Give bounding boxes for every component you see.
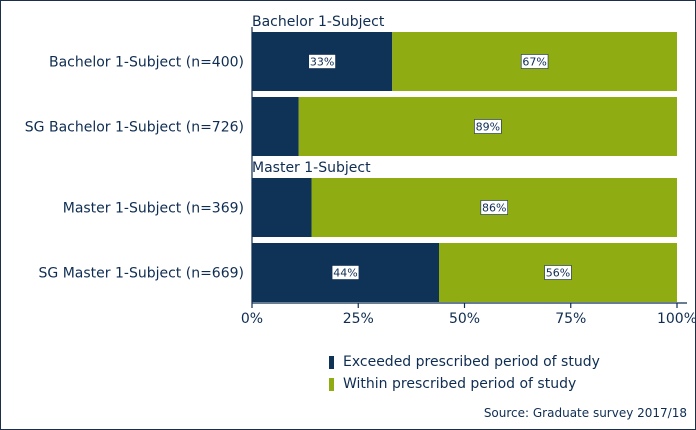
data-label-box xyxy=(480,200,508,215)
category-label: SG Bachelor 1-Subject (n=726) xyxy=(25,120,244,136)
data-label-box xyxy=(520,54,549,69)
x-tick-label: 50% xyxy=(449,311,480,327)
data-label: 56% xyxy=(546,267,570,280)
bar-segment-exceeded xyxy=(252,178,312,237)
data-label-box xyxy=(474,119,502,134)
data-label-box xyxy=(308,54,336,69)
x-tick-label: 0% xyxy=(241,311,263,327)
group-header: Bachelor 1-Subject xyxy=(252,14,385,30)
data-label-box xyxy=(331,265,360,280)
legend-item-within: Within prescribed period of study xyxy=(329,373,600,395)
legend: Exceeded prescribed period of study With… xyxy=(329,351,600,395)
x-tick-label: 100% xyxy=(657,311,695,327)
data-label: 89% xyxy=(476,121,500,134)
data-label: 86% xyxy=(482,202,506,215)
category-label: SG Master 1-Subject (n=669) xyxy=(39,266,244,282)
legend-swatch-within xyxy=(329,377,334,391)
legend-item-exceeded: Exceeded prescribed period of study xyxy=(329,351,600,373)
data-label: 33% xyxy=(310,56,334,69)
legend-swatch-exceeded xyxy=(329,355,334,369)
x-tick-label: 25% xyxy=(343,311,374,327)
category-label: Master 1-Subject (n=369) xyxy=(63,201,244,217)
legend-label-within: Within prescribed period of study xyxy=(343,376,577,392)
data-label-box xyxy=(544,265,572,280)
source-note: Source: Graduate survey 2017/18 xyxy=(483,406,687,420)
category-label: Bachelor 1-Subject (n=400) xyxy=(49,55,244,71)
data-label: 67% xyxy=(522,56,546,69)
x-tick-label: 75% xyxy=(555,311,586,327)
group-header: Master 1-Subject xyxy=(252,160,371,176)
data-label: 44% xyxy=(333,267,357,280)
bar-segment-exceeded xyxy=(252,97,299,156)
legend-label-exceeded: Exceeded prescribed period of study xyxy=(343,354,600,370)
